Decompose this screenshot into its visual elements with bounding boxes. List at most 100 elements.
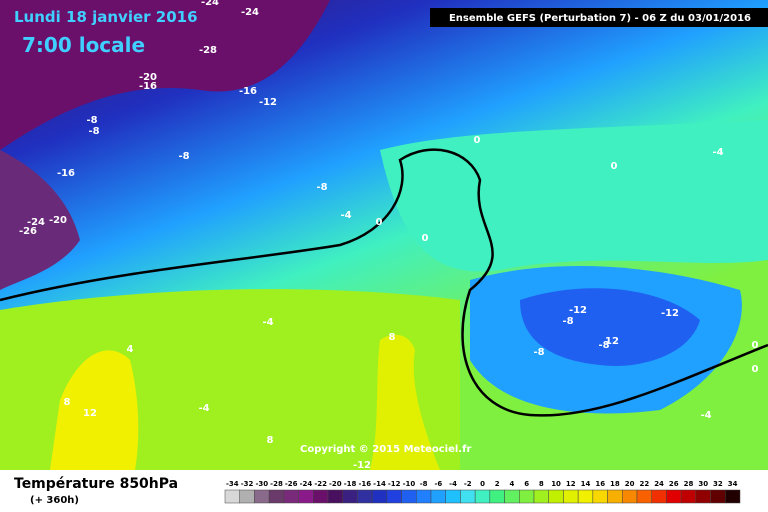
contour-label: -12: [353, 460, 371, 471]
scale-label: 24: [654, 480, 664, 488]
scale-label: -28: [270, 480, 283, 488]
scale-label: -24: [300, 480, 313, 488]
scale-label: 18: [610, 480, 620, 488]
contour-label: 0: [611, 161, 618, 172]
contour-label: -8: [178, 151, 189, 162]
contour-label: -12: [661, 308, 679, 319]
scale-label: -8: [420, 480, 428, 488]
contour-label: -12: [569, 305, 587, 316]
scale-swatch: [445, 489, 461, 504]
scale-swatch: [577, 489, 594, 504]
scale-swatch: [607, 489, 623, 504]
scale-label: 12: [566, 480, 576, 488]
scale-label: 0: [480, 480, 485, 488]
contour-label: -8: [562, 316, 573, 327]
scale-swatch: [239, 489, 255, 504]
scale-swatch: [283, 489, 299, 504]
contour-label: -16: [139, 81, 157, 92]
scale-swatch: [327, 489, 343, 504]
zero-isotherm: [0, 148, 768, 417]
scale-swatch: [533, 489, 549, 504]
scale-swatch: [416, 489, 432, 504]
scale-label: -32: [241, 480, 254, 488]
scale-label: -22: [314, 480, 327, 488]
lead-time: (+ 360h): [30, 495, 79, 506]
contour-label: -24: [27, 217, 45, 228]
scale-swatch: [313, 489, 329, 504]
contour-label: -8: [86, 115, 97, 126]
scale-label: -14: [373, 480, 386, 488]
run-info: Ensemble GEFS (Perturbation 7) - 06 Z du…: [449, 13, 751, 24]
contour-label: -4: [340, 210, 351, 221]
scale-swatch: [357, 489, 373, 504]
scale-swatch: [268, 489, 285, 504]
scale-swatch: [563, 489, 579, 504]
contour-label: 4: [127, 344, 134, 355]
contour-label: -16: [57, 168, 75, 179]
scale-swatch: [298, 489, 314, 504]
contour-label: 0: [422, 233, 429, 244]
scale-swatch: [636, 489, 652, 504]
contour-label: 0: [752, 364, 759, 375]
scale-swatch: [254, 489, 270, 504]
scale-label: 26: [669, 480, 679, 488]
scale-swatch: [371, 489, 388, 504]
scale-label: -6: [434, 480, 442, 488]
scale-label: -4: [449, 480, 457, 488]
copyright: Copyright © 2015 Meteociel.fr: [300, 444, 471, 455]
scale-label: -10: [403, 480, 416, 488]
title: Température 850hPa: [14, 476, 178, 492]
contour-label: -20: [49, 215, 67, 226]
scale-swatch: [680, 489, 697, 504]
scale-swatch: [342, 489, 358, 504]
scale-swatch: [386, 489, 402, 504]
scale-label: 34: [728, 480, 738, 488]
contour-label: -26: [19, 226, 37, 237]
contour-label: -16: [239, 86, 257, 97]
scale-label: -34: [226, 480, 239, 488]
scale-swatch: [666, 489, 682, 504]
scale-label: -12: [388, 480, 401, 488]
date: Lundi 18 janvier 2016: [14, 8, 198, 26]
scale-label: 22: [639, 480, 649, 488]
scale-label: 8: [539, 480, 544, 488]
contour-label: -8: [316, 182, 327, 193]
scale-label: -30: [255, 480, 268, 488]
contour-label: -28: [199, 45, 217, 56]
contour-label: -8: [598, 340, 609, 351]
contour-label: 8: [389, 332, 396, 343]
scale-swatch: [710, 489, 726, 504]
scale-swatch: [548, 489, 564, 504]
contour-label: -20: [139, 72, 157, 83]
scale-swatch: [725, 489, 741, 504]
contour-label: -8: [533, 347, 544, 358]
contour-label: 12: [605, 336, 619, 347]
scale-label: 4: [509, 480, 514, 488]
contour-label: -24: [201, 0, 219, 8]
warm-zone: [370, 334, 440, 470]
scale-label: 32: [713, 480, 723, 488]
cold-pool: [520, 288, 700, 366]
contour-label: -8: [88, 126, 99, 137]
contour-label: -12: [259, 97, 277, 108]
scale-label: -16: [358, 480, 371, 488]
contour-label: -4: [712, 147, 723, 158]
scale-swatch: [695, 489, 711, 504]
time: 7:00 locale: [22, 33, 145, 57]
contour-label: -4: [262, 317, 273, 328]
contour-label: 0: [474, 135, 481, 146]
scale-swatch: [474, 489, 491, 504]
scale-label: 16: [595, 480, 605, 488]
contour-label: -24: [241, 7, 259, 18]
contour-label: -4: [700, 410, 711, 421]
scale-label: 20: [625, 480, 635, 488]
scale-label: 6: [524, 480, 529, 488]
scale-label: 10: [551, 480, 561, 488]
scale-label: 30: [698, 480, 708, 488]
scale-label: 2: [495, 480, 500, 488]
scale-label: 14: [581, 480, 591, 488]
contour-label: 0: [376, 217, 383, 228]
scale-swatch: [224, 489, 240, 504]
